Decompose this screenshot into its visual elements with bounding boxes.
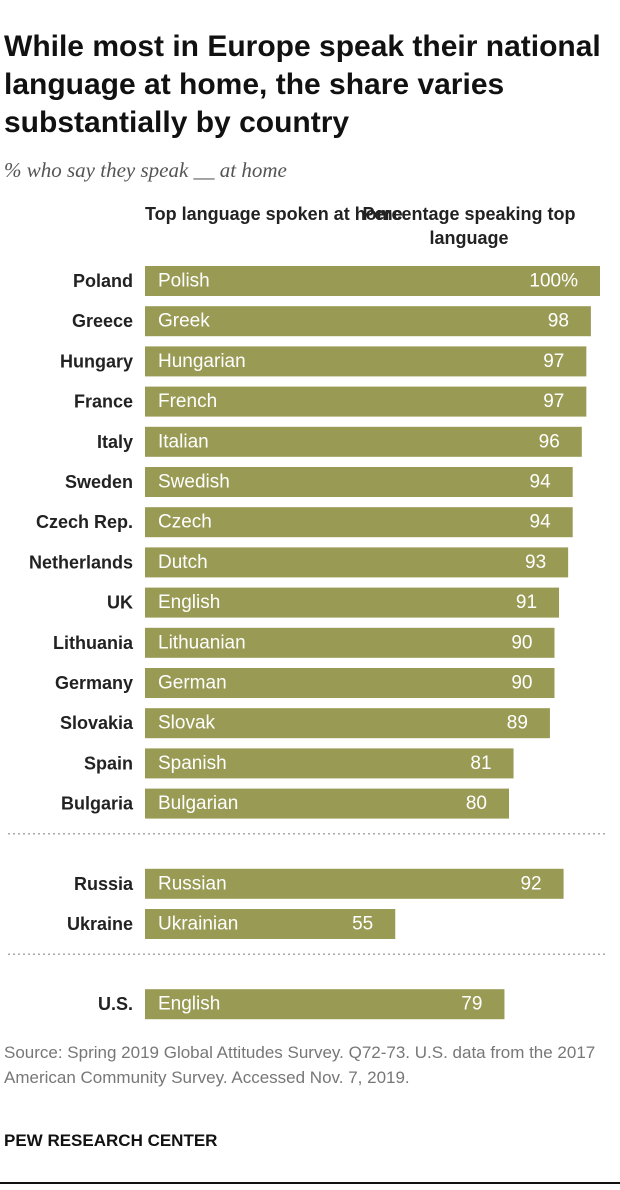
column-header-percent: Percentage speaking top language (362, 204, 576, 248)
country-label: Bulgaria (61, 794, 134, 814)
chart-title: While most in Europe speak their nationa… (4, 30, 601, 139)
country-label: Slovakia (60, 713, 134, 733)
bar (145, 989, 505, 1020)
bar (145, 507, 573, 538)
bar (145, 627, 555, 658)
source-note: Source: Spring 2019 Global Attitudes Sur… (4, 1043, 596, 1087)
language-label: Dutch (158, 552, 208, 573)
value-label: 94 (530, 472, 552, 493)
value-label: 94 (530, 512, 552, 533)
country-label: Greece (72, 311, 133, 331)
country-label: U.S. (98, 994, 133, 1014)
value-label: 97 (543, 351, 564, 372)
bar (145, 467, 573, 497)
bar (145, 748, 514, 779)
column-header-language: Top language spoken at home (145, 204, 403, 224)
country-label: Czech Rep. (36, 512, 133, 532)
brand-name: PEW RESEARCH CENTER (4, 1131, 218, 1150)
value-label: 79 (461, 994, 482, 1015)
language-label: Swedish (158, 472, 230, 493)
language-label: English (158, 592, 220, 613)
value-label: 100% (529, 271, 578, 292)
bar (145, 668, 555, 698)
language-label: German (158, 673, 227, 694)
value-label: 90 (511, 632, 532, 653)
country-label: Netherlands (29, 552, 133, 572)
chart-subtitle: % who say they speak __ at home (4, 158, 287, 182)
language-label: Greek (158, 311, 210, 332)
country-label: France (74, 392, 133, 412)
bar (145, 306, 591, 337)
value-label: 55 (352, 914, 373, 935)
bar (145, 909, 396, 939)
bar (145, 708, 550, 739)
language-label: Ukrainian (158, 914, 238, 935)
bar (145, 426, 582, 457)
value-label: 90 (511, 673, 532, 694)
country-label: Sweden (65, 472, 133, 492)
language-label: Italian (158, 431, 209, 452)
language-label: Lithuanian (158, 632, 246, 653)
country-label: Poland (73, 271, 133, 291)
country-label: Lithuania (53, 633, 134, 653)
value-label: 97 (543, 391, 564, 412)
language-label: English (158, 994, 220, 1015)
bar (145, 346, 587, 377)
language-label: Czech (158, 512, 212, 533)
value-label: 80 (466, 793, 487, 814)
country-label: Spain (84, 753, 133, 773)
value-label: 96 (539, 431, 560, 452)
language-label: Polish (158, 271, 210, 292)
bar (145, 547, 569, 578)
country-label: Russia (74, 874, 134, 894)
value-label: 92 (520, 873, 541, 894)
bar (145, 868, 564, 899)
language-label: French (158, 391, 217, 412)
country-label: Hungary (60, 351, 133, 371)
country-label: Germany (55, 673, 133, 693)
language-label: Hungarian (158, 351, 246, 372)
bar-chart: Poland Polish 100% Greece Greek 98 Hungary Hung… (8, 266, 607, 1020)
language-label: Slovak (158, 713, 216, 734)
value-label: 93 (525, 552, 546, 573)
value-label: 98 (548, 311, 569, 332)
value-label: 91 (516, 592, 537, 613)
bottom-rule (0, 1182, 620, 1184)
country-label: Italy (97, 432, 133, 452)
value-label: 89 (507, 713, 528, 734)
language-label: Russian (158, 873, 227, 894)
country-label: UK (107, 593, 133, 613)
bar (145, 386, 587, 417)
country-label: Ukraine (67, 914, 133, 934)
language-label: Spanish (158, 753, 227, 774)
bar (145, 587, 560, 618)
bar (145, 788, 509, 819)
bar (145, 266, 600, 296)
language-label: Bulgarian (158, 793, 238, 814)
value-label: 81 (470, 753, 491, 774)
